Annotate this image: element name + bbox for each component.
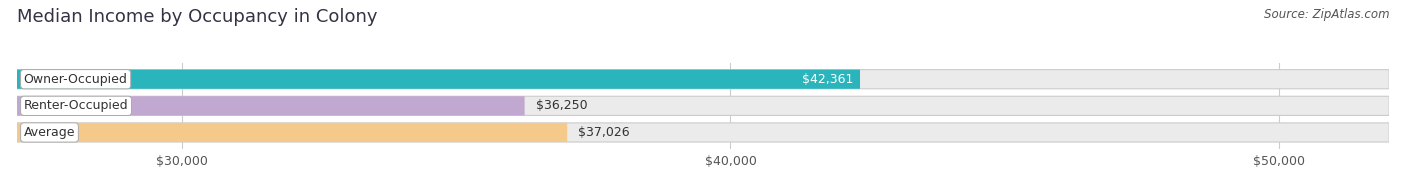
FancyBboxPatch shape bbox=[17, 96, 1389, 115]
Text: Median Income by Occupancy in Colony: Median Income by Occupancy in Colony bbox=[17, 8, 377, 26]
Text: Source: ZipAtlas.com: Source: ZipAtlas.com bbox=[1264, 8, 1389, 21]
FancyBboxPatch shape bbox=[17, 123, 567, 142]
Text: $42,361: $42,361 bbox=[801, 73, 853, 86]
FancyBboxPatch shape bbox=[17, 70, 1389, 89]
Text: $36,250: $36,250 bbox=[536, 99, 588, 112]
Text: $37,026: $37,026 bbox=[578, 126, 630, 139]
FancyBboxPatch shape bbox=[17, 123, 1389, 142]
Text: Owner-Occupied: Owner-Occupied bbox=[24, 73, 128, 86]
Text: Renter-Occupied: Renter-Occupied bbox=[24, 99, 128, 112]
FancyBboxPatch shape bbox=[17, 70, 860, 89]
FancyBboxPatch shape bbox=[17, 96, 524, 115]
Text: Average: Average bbox=[24, 126, 76, 139]
